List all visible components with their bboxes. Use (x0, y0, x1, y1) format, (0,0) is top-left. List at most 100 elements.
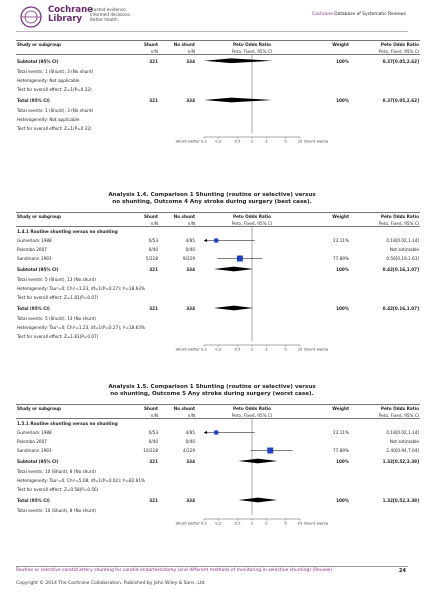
cell-plot (196, 323, 308, 332)
cell-or (350, 476, 420, 485)
col-no-shunt: No shunt (159, 212, 196, 220)
cell-w (308, 67, 350, 76)
cell-or (350, 323, 420, 332)
col-nn: n/N (159, 412, 196, 419)
cell-plot (196, 106, 308, 115)
axis-right-label: Shunt worse (304, 521, 329, 526)
x-tick-label: 0.1 (201, 521, 208, 526)
cell-plot (196, 419, 308, 429)
x-tick-label: 0.5 (235, 521, 242, 526)
col-shunt: Shunt (133, 404, 159, 412)
col-nn: n/N (159, 220, 196, 227)
cell-or (350, 419, 420, 429)
x-tick-label: 2 (265, 139, 268, 144)
cell-study: 1.4.1 Routine shunting versus no shuntin… (17, 229, 118, 234)
cell-study: Total events: 10 (Shunt), 8 (No shunt) (17, 508, 96, 513)
cell-plot (196, 254, 308, 263)
cell-study: Total events: 10 (Shunt), 8 (No shunt) (17, 469, 96, 474)
col-peto2: Peto Odds Ratio (350, 212, 420, 220)
cell-w: 22.11% (333, 430, 349, 435)
cell-a (133, 115, 159, 124)
cell-b (159, 419, 196, 429)
col-method: Peto, Fixed, 95% CI (350, 412, 420, 419)
cell-study: Total (95% CI) (17, 497, 50, 503)
x-tick-label: 0.5 (235, 347, 242, 352)
cell-w (308, 245, 350, 254)
cell-or (350, 67, 420, 76)
cell-or: Not estimable (389, 247, 419, 252)
cell-w (308, 419, 350, 429)
col-peto: Peto Odds Ratio (196, 40, 308, 48)
axis-left-label: Shunt better (175, 521, 200, 526)
cell-study: Test for overall effect: Z=1(P=0.32) (17, 87, 92, 92)
cell-w (308, 76, 350, 85)
forest-table-2: Study or subgroup Shunt No shunt Peto Od… (16, 212, 420, 341)
cell-study: Test for overall effect: Z=0.58(P=0.56) (17, 487, 99, 492)
x-tick-label: 2 (265, 347, 268, 352)
cell-b: 334 (186, 458, 195, 464)
cell-or: 1.32[0.52,3.39] (382, 458, 419, 464)
cell-a: 0/40 (148, 247, 158, 252)
col-study: Study or subgroup (16, 212, 133, 220)
col-method: Peto, Fixed, 95% CI (196, 48, 308, 55)
note-row: Test for overall effect: Z=0.58(P=0.56) (16, 485, 420, 494)
cell-b (159, 332, 196, 341)
cell-w (308, 293, 350, 302)
col-weight: Weight (308, 40, 350, 48)
cell-or (350, 314, 420, 323)
x-tick-label: 0.1 (201, 347, 208, 352)
note-row: Heterogeneity: Tau²=0; Chi²=1.23, df=1(P… (16, 323, 420, 332)
x-tick-label: 5 (284, 521, 287, 526)
cell-or (350, 284, 420, 293)
col-peto: Peto Odds Ratio (196, 212, 308, 220)
tagline-line: Better health. (90, 17, 119, 22)
x-tick-label: 1 (251, 139, 254, 144)
col-no-shunt: No shunt (159, 404, 196, 412)
cell-a: 321 (149, 497, 158, 503)
x-tick-label: 10 (298, 139, 303, 144)
cell-b: 334 (186, 497, 195, 503)
cell-or: 2.40[0.94,7.04] (386, 448, 419, 453)
cell-w (308, 332, 350, 341)
col-study: Study or subgroup (16, 40, 133, 48)
cell-b (159, 124, 196, 133)
col-method: Peto, Fixed, 95% CI (196, 412, 308, 419)
db-name: Database of Systematic Reviews (334, 12, 406, 17)
cell-plot (196, 275, 308, 284)
axis-left-label: Shunt better (175, 347, 200, 352)
cell-b: 334 (186, 266, 195, 272)
cell-study: Subtotal (95% CI) (17, 266, 59, 272)
cell-b: 9/229 (182, 256, 195, 261)
x-tick-label: 0.2 (215, 139, 222, 144)
cell-study: Heterogeneity: Tau²=0; Chi²=1.23, df=1(P… (17, 286, 145, 291)
cell-plot (196, 494, 308, 506)
header-divider (16, 31, 408, 32)
cell-b (159, 323, 196, 332)
cell-or: 0.56[0.19,1.63] (386, 256, 419, 261)
footer-review-title[interactable]: Routine or selective carotid artery shun… (16, 568, 333, 573)
note-row: Total events: 1 (Shunt), 3 (No shunt) (16, 67, 420, 76)
cell-a (133, 124, 159, 133)
cell-study: Total events: 5 (Shunt), 13 (No shunt) (17, 316, 96, 321)
col-method: Peto, Fixed, 95% CI (196, 220, 308, 227)
study-row: Sandmann 1993 10/228 4/229 77.89% 2.40[0.94,… (16, 446, 420, 455)
summary-row: Total (95% CI) 321 334 100% 0.37[0.05,2.62] (16, 94, 420, 106)
cell-w: 100% (336, 497, 349, 503)
cell-b (159, 476, 196, 485)
cell-study: Subtotal (95% CI) (17, 58, 59, 64)
summary-row: Subtotal (95% CI) 321 334 100% 1.32[0.52,3.3… (16, 455, 420, 467)
cell-a: 321 (149, 97, 158, 103)
cell-a (133, 485, 159, 494)
cell-plot (196, 506, 308, 515)
cell-a: 0/53 (148, 238, 158, 243)
cell-plot (196, 284, 308, 293)
subgroup-heading: 1.4.1 Routine shunting versus no shuntin… (16, 227, 420, 237)
tagline: Trusted evidence. Informed decisions. Be… (90, 7, 131, 22)
cell-study: Test for overall effect: Z=1(P=0.32) (17, 126, 92, 131)
col-peto2: Peto Odds Ratio (350, 404, 420, 412)
cell-w (308, 284, 350, 293)
cell-or (350, 115, 420, 124)
x-tick-label: 1 (251, 521, 254, 526)
cell-b: 334 (186, 58, 195, 64)
cell-plot (196, 428, 308, 437)
